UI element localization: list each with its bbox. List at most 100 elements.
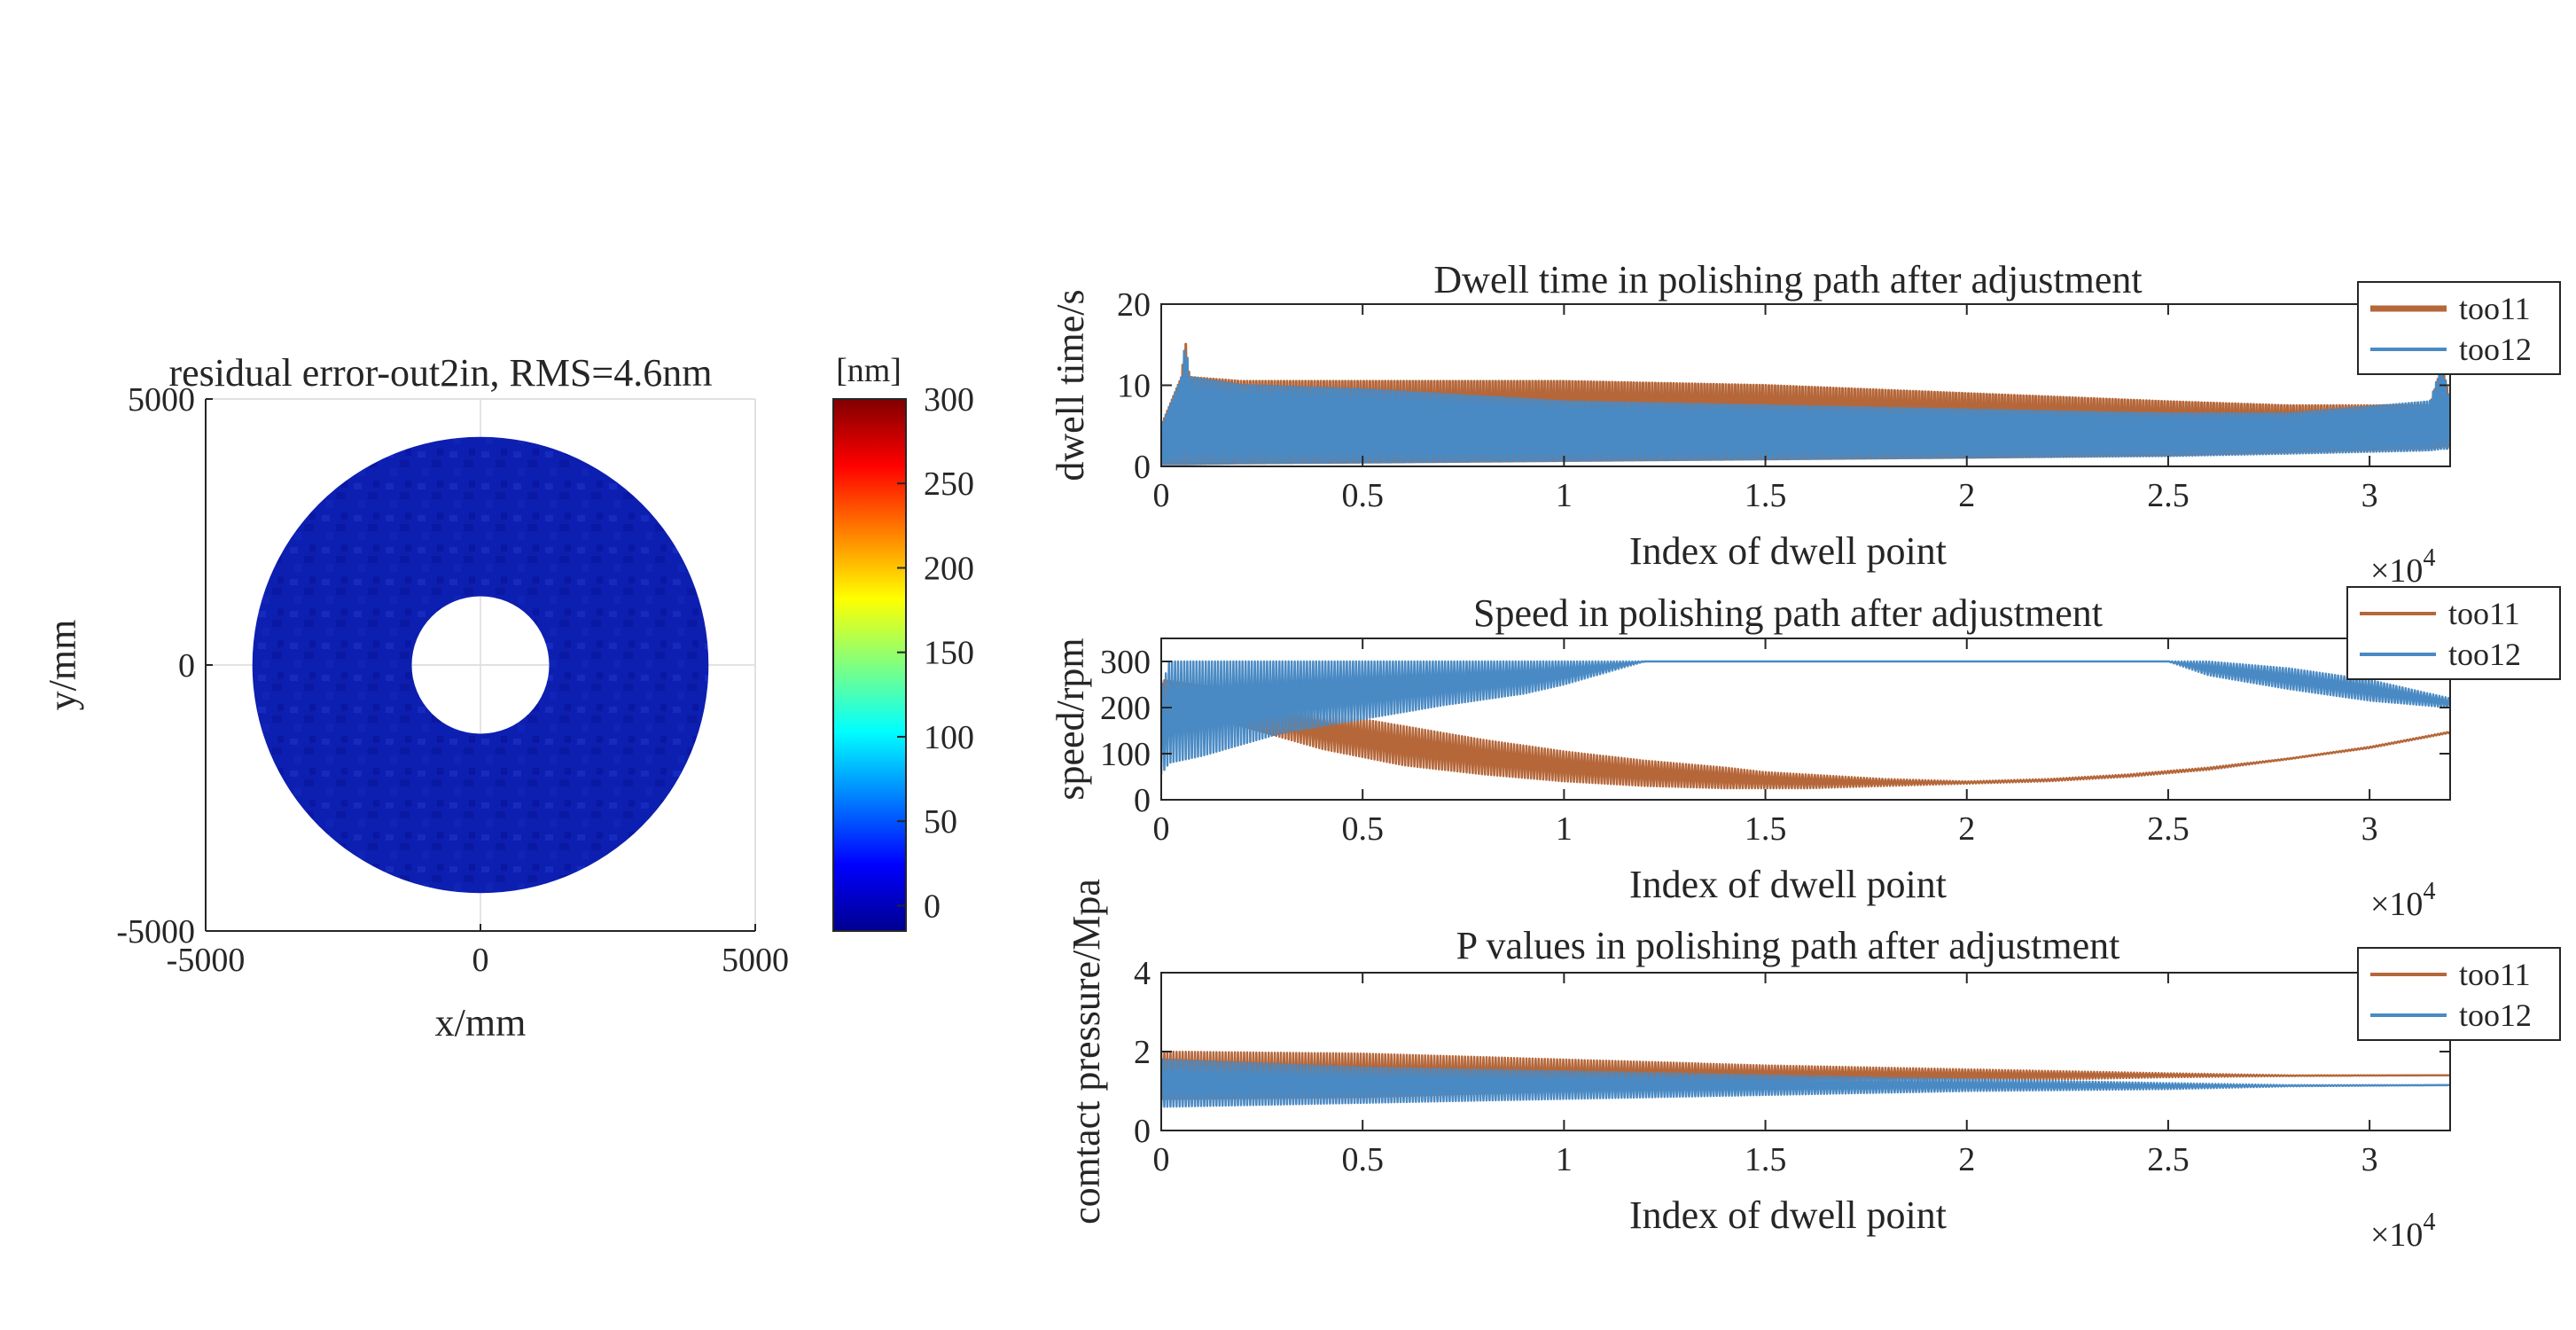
heatmap-y-axis-label: y/mm [41,620,84,711]
heatmap-title: residual error-out2in, RMS=4.6nm [169,351,713,395]
series-line-too11 [1161,679,2450,790]
colorbar-ticks: 0 50 100 150 200 250 300 [897,381,974,925]
heatmap-x-ticks: -5000 0 5000 [167,924,789,979]
legend: too11 too12 [2357,947,2561,1041]
x-axis-exponent-power: 4 [2423,878,2435,905]
colorbar: [nm] 0 50 100 150 200 250 300 [832,352,974,932]
series-line-too12 [1161,1058,2450,1108]
x-tick-label: 0.5 [1341,810,1384,848]
heatmap-x-axis-label: x/mm [435,1001,527,1044]
heatmap-panel: residual error-out2in, RMS=4.6nm -5000 0 5… [41,351,789,1044]
heatmap-y-tick-label: 5000 [128,381,195,419]
x-axis-exponent: ×104 [2370,878,2435,923]
y-axis-label: speed/rpm [1049,638,1092,800]
colorbar-tick-label: 300 [924,381,974,419]
heatmap-x-tick-label: -5000 [167,942,246,979]
y-tick-label: 10 [1117,368,1151,405]
x-axis-label: Index of dwell point [1629,1193,1947,1237]
heatmap-y-tick-label: 0 [178,647,195,685]
legend-box [2346,586,2561,680]
residual-error-annulus [252,436,709,894]
x-axis-exponent-power: 4 [2423,1209,2435,1236]
panel-title: P values in polishing path after adjustm… [1456,924,2120,967]
x-axis-exponent: ×104 [2370,1209,2435,1254]
colorbar-tick-label: 50 [924,803,957,841]
heatmap-x-tick-label: 0 [472,942,489,979]
series-line-too11 [1161,1050,2450,1100]
colorbar-tick-label: 100 [924,719,974,756]
panel-title: Speed in polishing path after adjustment [1473,591,2103,635]
y-tick-label: 100 [1100,736,1151,773]
x-tick-label: 3 [2361,477,2378,514]
legend-label-too12: too12 [2459,998,2532,1033]
axes-box [1160,972,2451,1131]
x-tick-label: 1 [1556,477,1573,514]
legend-label-too12: too12 [2459,332,2532,367]
legend-box [2357,947,2561,1041]
x-tick-label: 0.5 [1341,1141,1384,1178]
colorbar-tick-label: 250 [924,466,974,503]
legend: too11 too12 [2357,281,2561,375]
colorbar-tick-label: 0 [924,888,941,925]
legend-label-too12: too12 [2448,637,2521,672]
y-tick-label: 0 [1134,1113,1151,1150]
y-tick-label: 300 [1100,644,1151,681]
x-axis-exponent-power: 4 [2423,544,2435,572]
x-tick-label: 0 [1153,477,1170,514]
series-group [1161,660,2450,790]
colorbar-label: [nm] [836,352,902,389]
x-axis-exponent-base: ×10 [2370,886,2423,923]
heatmap-y-ticks: -5000 0 5000 [116,381,213,951]
x-tick-label: 2 [1958,1141,1975,1178]
x-tick-label: 2.5 [2147,810,2190,848]
axes-box [1160,638,2451,801]
colorbar-tick-label: 150 [924,635,974,672]
x-tick-label: 3 [2361,1141,2378,1178]
series-line-too12 [1161,349,2450,466]
pressure-panel: P values in polishing path after adjustm… [1065,879,2561,1254]
series-group [1161,342,2450,466]
dwell-time-panel: Dwell time in polishing path after adjus… [1049,258,2561,590]
speed-panel: Speed in polishing path after adjustment… [1049,586,2561,923]
x-tick-label: 1.5 [1745,1141,1787,1178]
legend-label-too11: too11 [2459,957,2531,992]
series-line-too12 [1161,660,2450,775]
x-tick-label: 1.5 [1745,477,1787,514]
x-axis-label: Index of dwell point [1629,863,1947,906]
x-tick-label: 2 [1958,810,1975,848]
x-tick-label: 1 [1556,810,1573,848]
x-tick-label: 1 [1556,1141,1573,1178]
y-tick-label: 0 [1134,449,1151,486]
x-axis-exponent-base: ×10 [2370,552,2423,590]
x-axis-exponent: ×104 [2370,544,2435,590]
x-axis-exponent-base: ×10 [2370,1217,2423,1254]
series-group [1161,1050,2450,1108]
x-tick-label: 2 [1958,477,1975,514]
x-tick-label: 3 [2361,810,2378,848]
y-axis-label: dwell time/s [1049,289,1092,481]
y-tick-label: 2 [1134,1034,1151,1071]
x-tick-label: 1.5 [1745,810,1787,848]
x-axis-label: Index of dwell point [1629,529,1947,573]
y-tick-label: 200 [1100,690,1151,727]
y-tick-label: 4 [1134,955,1151,992]
panel-title: Dwell time in polishing path after adjus… [1433,258,2142,301]
series-line-too11 [1161,342,2450,466]
heatmap-y-tick-label: -5000 [116,913,195,951]
x-tick-label: 0 [1153,1141,1170,1178]
colorbar-gradient [832,398,907,932]
legend-label-too11: too11 [2459,291,2531,326]
heatmap-x-tick-label: 5000 [722,942,789,979]
x-tick-label: 0.5 [1341,477,1384,514]
legend-box [2357,281,2561,375]
y-axis-label: comtact pressure/Mpa [1065,879,1108,1224]
x-tick-label: 0 [1153,810,1170,848]
legend: too11 too12 [2346,586,2561,680]
y-tick-label: 20 [1117,286,1151,324]
x-tick-label: 2.5 [2147,1141,2190,1178]
legend-label-too11: too11 [2448,596,2520,631]
y-tick-label: 0 [1134,782,1151,819]
x-tick-label: 2.5 [2147,477,2190,514]
colorbar-tick-label: 200 [924,550,974,587]
